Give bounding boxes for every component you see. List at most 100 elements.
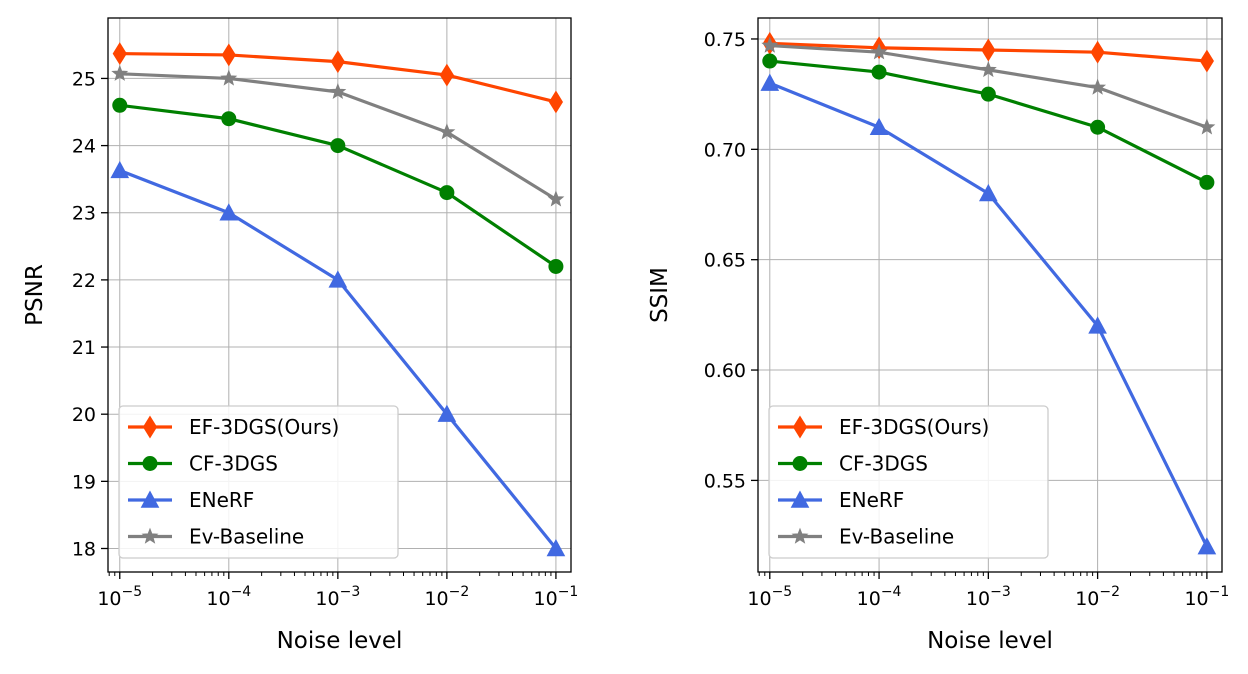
axes-frame	[757, 17, 1223, 573]
y-tick-label: 20	[72, 404, 96, 426]
y-tick-label: 0.60	[704, 360, 746, 382]
legend-entry: ENeRF	[778, 488, 904, 512]
series-CF-3DGS	[762, 53, 1215, 190]
legend-marker	[142, 456, 158, 471]
data-point	[112, 97, 128, 113]
x-tick-label: 10−4	[206, 584, 251, 610]
data-point	[981, 38, 996, 62]
legend-entry: EF-3DGS(Ours)	[128, 415, 339, 439]
data-point	[439, 185, 455, 201]
x-tick-label: 10−3	[966, 584, 1011, 610]
legend-marker	[792, 415, 808, 439]
y-axis: 18 19 20 21 22 23 24 25	[72, 68, 108, 560]
legend-marker	[140, 490, 160, 508]
data-point	[1197, 537, 1217, 555]
legend-marker	[790, 490, 810, 508]
data-point	[329, 82, 347, 100]
data-point	[439, 63, 454, 87]
legend-entry: EF-3DGS(Ours)	[778, 415, 989, 439]
x-tick-label: 10−5	[97, 584, 142, 610]
data-point	[1199, 49, 1214, 73]
data-point	[330, 50, 345, 74]
y-axis-label: PSNR	[22, 264, 48, 326]
legend-entry: CF-3DGS	[128, 452, 278, 476]
series-ENeRF	[760, 73, 1217, 555]
x-axis: 10−5 10−4 10−3 10−2 10−1	[747, 572, 1229, 610]
legend-entry: Ev-Baseline	[128, 525, 304, 549]
data-point	[438, 123, 456, 140]
y-axis-label: SSIM	[647, 267, 673, 323]
data-point	[221, 111, 237, 127]
data-point	[546, 538, 566, 557]
series-ENeRF	[110, 160, 566, 557]
data-point	[1089, 78, 1107, 95]
series-CF-3DGS	[112, 97, 564, 274]
data-point	[548, 90, 564, 114]
legend-entry: Ev-Baseline	[778, 525, 954, 549]
legend-marker	[792, 456, 808, 471]
data-point	[1199, 174, 1215, 190]
data-point	[1088, 316, 1107, 334]
series-EF-3DGS(Ours)	[112, 42, 564, 114]
data-point	[110, 160, 130, 179]
data-point	[871, 64, 887, 80]
legend-label: CF-3DGS	[189, 452, 278, 476]
chart-panel-1: 10−5 10−4 10−3 10−2 10−1 18 19 20 21 22 23 24 25 Nois…	[22, 17, 578, 654]
legend-label: CF-3DGS	[839, 452, 928, 476]
legend-label: Ev-Baseline	[189, 525, 304, 549]
legend-label: Ev-Baseline	[839, 525, 954, 549]
y-tick-label: 21	[72, 337, 96, 359]
data-point	[1090, 119, 1106, 135]
y-tick-label: 0.55	[704, 470, 746, 492]
x-axis: 10−5 10−4 10−3 10−2 10−1	[97, 572, 578, 610]
data-point	[870, 43, 888, 60]
legend-label: EF-3DGS(Ours)	[189, 415, 339, 439]
legend: EF-3DGS(Ours) CF-3DGS ENeRF Ev-Baseline	[768, 405, 1049, 559]
x-tick-label: 10−3	[315, 584, 360, 610]
data-point	[980, 86, 996, 102]
data-point	[979, 183, 998, 202]
legend-marker	[791, 527, 809, 544]
legend-box	[768, 405, 1049, 559]
y-tick-label: 0.70	[704, 139, 746, 161]
y-tick-label: 25	[72, 68, 96, 90]
y-tick-label: 24	[72, 136, 96, 158]
legend-marker	[141, 527, 159, 544]
legend-marker	[142, 415, 158, 439]
x-axis-label: Noise level	[277, 628, 403, 654]
data-point	[760, 73, 780, 91]
x-tick-label: 10−1	[1184, 584, 1229, 610]
y-tick-label: 0.75	[704, 29, 746, 51]
x-tick-label: 10−4	[857, 584, 902, 610]
data-point	[328, 270, 348, 288]
x-axis-label: Noise level	[927, 628, 1053, 654]
data-point	[112, 42, 127, 66]
data-point	[547, 190, 565, 207]
data-point	[111, 64, 129, 81]
x-tick-label: 10−1	[534, 584, 579, 610]
legend-label: ENeRF	[839, 488, 904, 512]
data-point	[1198, 118, 1216, 135]
legend-entry: ENeRF	[128, 488, 254, 512]
data-point	[979, 60, 997, 78]
x-tick-label: 10−5	[747, 584, 792, 610]
data-point	[869, 117, 889, 135]
data-point	[437, 404, 457, 422]
axes-frame	[107, 17, 572, 573]
data-point	[548, 258, 564, 274]
chart-panel-2: 10−5 10−4 10−3 10−2 10−1 0.55 0.60 0.65 0.70 0.75…	[647, 17, 1229, 654]
data-point	[330, 138, 346, 154]
y-tick-label: 22	[72, 270, 96, 292]
y-tick-label: 19	[72, 471, 96, 493]
y-tick-label: 18	[72, 538, 96, 560]
data-point	[1090, 40, 1105, 64]
data-point	[219, 203, 239, 221]
legend-entry: CF-3DGS	[778, 452, 928, 476]
data-point	[220, 69, 238, 86]
series-Ev-Baseline	[111, 64, 565, 207]
legend: EF-3DGS(Ours) CF-3DGS ENeRF Ev-Baseline	[118, 405, 399, 559]
x-tick-label: 10−2	[424, 584, 469, 610]
data-point	[761, 36, 779, 53]
data-point	[221, 43, 236, 67]
